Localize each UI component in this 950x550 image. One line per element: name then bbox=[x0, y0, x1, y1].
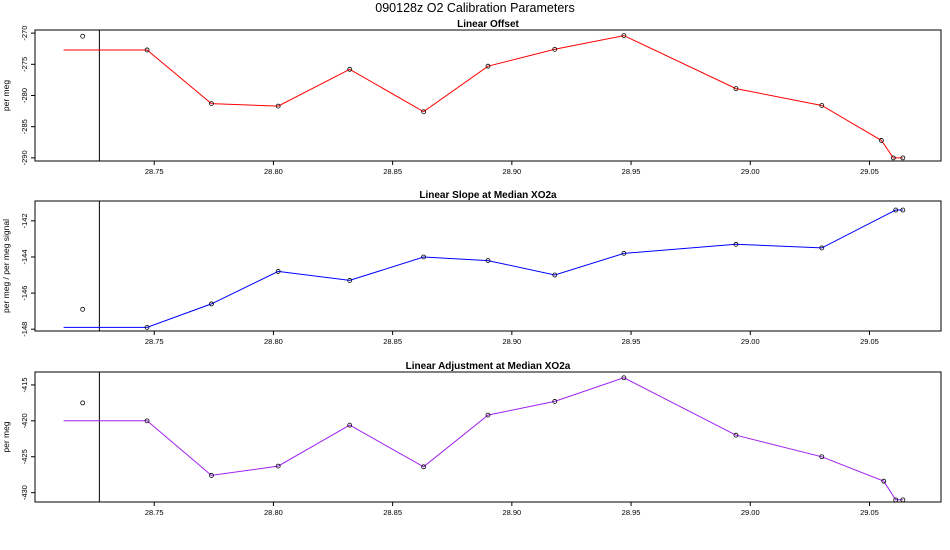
data-point bbox=[275, 463, 281, 469]
x-tick-label: 28.75 bbox=[145, 508, 164, 517]
data-point bbox=[900, 207, 906, 213]
figure-title: 090128z O2 Calibration Parameters bbox=[375, 1, 574, 15]
data-point bbox=[485, 258, 491, 263]
data-point bbox=[819, 103, 825, 108]
data-point bbox=[421, 464, 427, 470]
data-point bbox=[209, 301, 214, 307]
x-tick-label: 28.95 bbox=[622, 167, 641, 176]
data-point bbox=[733, 432, 739, 438]
data-point bbox=[144, 418, 150, 424]
panel-linear-slope: Linear Slope at Median XO2a 28.75 28.80 28.… bbox=[1, 190, 942, 346]
data-point bbox=[893, 207, 899, 213]
x-tick-label: 29.05 bbox=[860, 337, 879, 346]
y-tick-label: -280 bbox=[20, 88, 29, 103]
x-tick-label: 29.00 bbox=[741, 337, 760, 346]
data-point bbox=[144, 47, 150, 53]
data-point bbox=[421, 109, 427, 115]
series-line bbox=[63, 209, 903, 328]
y-tick-label: -285 bbox=[20, 119, 29, 134]
x-tick-label: 28.80 bbox=[264, 337, 283, 346]
y-tick-label: -420 bbox=[20, 413, 29, 428]
data-point bbox=[275, 269, 281, 274]
x-tick-label: 29.00 bbox=[741, 167, 760, 176]
x-tick-label: 28.80 bbox=[264, 167, 283, 176]
x-tick-label: 28.85 bbox=[383, 167, 402, 176]
y-tick-label: -144 bbox=[20, 249, 29, 264]
data-point bbox=[552, 399, 558, 404]
x-tick-label: 28.80 bbox=[264, 508, 283, 517]
data-point bbox=[347, 422, 353, 428]
data-point bbox=[209, 473, 214, 478]
x-tick-label: 28.90 bbox=[502, 508, 521, 517]
y-tick-label: -415 bbox=[20, 377, 29, 392]
data-point bbox=[275, 103, 281, 109]
data-point bbox=[893, 497, 899, 503]
data-point bbox=[621, 33, 627, 39]
data-point bbox=[485, 412, 491, 418]
data-point bbox=[733, 86, 739, 92]
plot-frame bbox=[34, 29, 942, 162]
data-point bbox=[878, 138, 884, 143]
x-tick-label: 28.90 bbox=[502, 167, 521, 176]
data-point bbox=[819, 245, 825, 251]
x-tick-label: 28.95 bbox=[622, 508, 641, 517]
y-tick-label: -270 bbox=[20, 26, 29, 41]
series-line bbox=[63, 377, 903, 501]
data-point bbox=[733, 241, 739, 247]
x-tick-label: 29.05 bbox=[860, 508, 879, 517]
y-axis-label: per meg bbox=[1, 421, 11, 452]
data-point bbox=[144, 324, 150, 330]
y-tick-label: -148 bbox=[20, 322, 29, 337]
plot-frame bbox=[34, 371, 942, 503]
x-tick-label: 28.90 bbox=[502, 337, 521, 346]
data-point bbox=[552, 46, 558, 52]
x-tick-label: 29.05 bbox=[860, 167, 879, 176]
y-tick-label: -146 bbox=[20, 286, 29, 301]
y-axis-label: per meg bbox=[1, 80, 11, 111]
y-tick-label: -425 bbox=[20, 449, 29, 464]
data-point bbox=[209, 101, 214, 107]
x-tick-label: 28.85 bbox=[383, 337, 402, 346]
y-axis-label: per meg / per meg signal bbox=[1, 219, 11, 313]
x-tick-label: 28.75 bbox=[145, 337, 164, 346]
x-tick-label: 28.75 bbox=[145, 167, 164, 176]
data-point bbox=[347, 278, 353, 283]
panel-title: Linear Slope at Median XO2a bbox=[419, 190, 557, 201]
x-tick-label: 28.95 bbox=[622, 337, 641, 346]
y-tick-label: -290 bbox=[20, 150, 29, 165]
outlier-point bbox=[80, 33, 86, 39]
data-point bbox=[485, 63, 491, 69]
data-point bbox=[900, 497, 906, 503]
data-point bbox=[421, 254, 427, 260]
panel-linear-adjustment: Linear Adjustment at Median XO2a 28.75 28.… bbox=[1, 361, 942, 517]
x-tick-label: 28.85 bbox=[383, 508, 402, 517]
panel-title: Linear Adjustment at Median XO2a bbox=[406, 361, 571, 372]
data-point bbox=[890, 155, 896, 161]
data-point bbox=[621, 250, 627, 256]
data-point bbox=[900, 155, 906, 161]
data-point bbox=[819, 454, 825, 460]
outlier-point bbox=[80, 400, 86, 406]
data-point bbox=[347, 66, 353, 72]
plot-frame bbox=[34, 200, 942, 332]
outlier-point bbox=[80, 306, 86, 312]
x-tick-label: 29.00 bbox=[741, 508, 760, 517]
data-point bbox=[881, 478, 887, 484]
y-tick-label: -430 bbox=[20, 485, 29, 500]
data-point bbox=[621, 375, 627, 381]
y-tick-label: -275 bbox=[20, 57, 29, 72]
data-point bbox=[552, 272, 558, 278]
series-line bbox=[63, 35, 903, 159]
y-tick-label: -142 bbox=[20, 213, 29, 228]
panel-title: Linear Offset bbox=[457, 19, 519, 30]
panel-linear-offset: Linear Offset 28.75 28.80 28.85 28.90 28.95 29… bbox=[1, 19, 942, 176]
